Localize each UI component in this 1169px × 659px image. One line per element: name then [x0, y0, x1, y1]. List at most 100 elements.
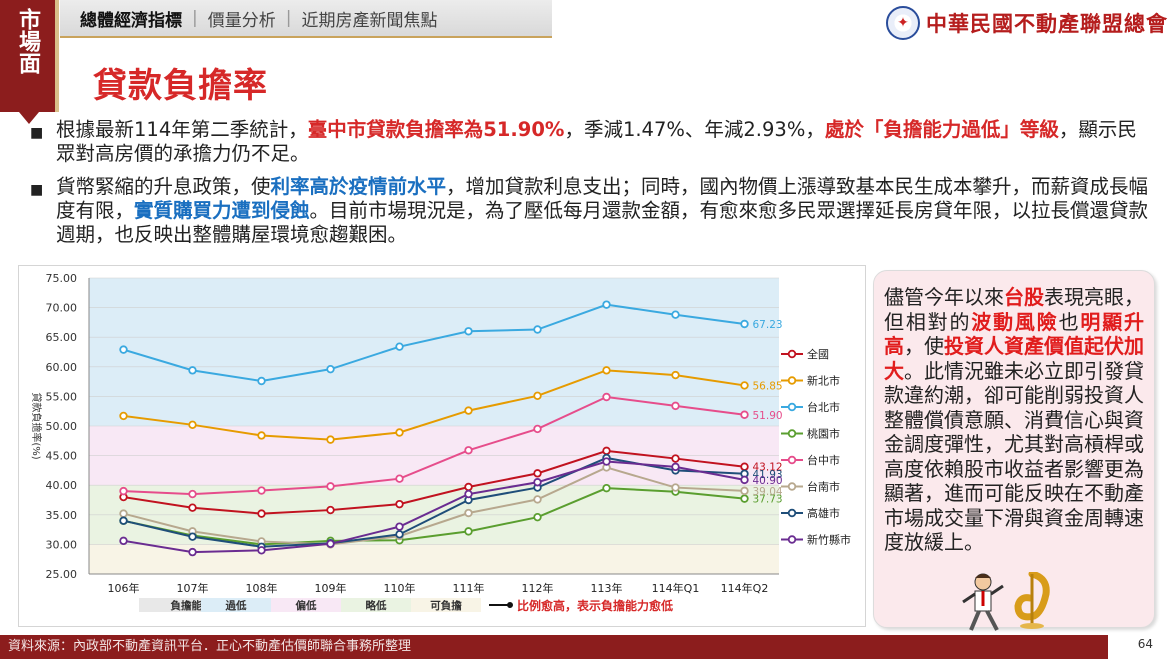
- organization-name: 中華民國不動產聯盟總會: [926, 11, 1168, 36]
- x-tick-label: 109年: [315, 581, 347, 595]
- loan-burden-chart: 25.00 30.00 35.00 40.00 45.00 50.00 55.00 60.00…: [18, 265, 866, 627]
- nav-item-0[interactable]: 總體經濟指標: [80, 10, 182, 31]
- legend-marker: [787, 429, 797, 438]
- data-point: [602, 457, 611, 466]
- data-point: [533, 469, 542, 478]
- data-point: [671, 454, 680, 463]
- section-tab-arrow: [19, 112, 39, 124]
- data-point: [395, 428, 404, 437]
- bullet-segment: ，增加貸款利息支出；同時，國內物價上漲導致基本民生成本攀升，而薪資成長幅度有限，: [56, 175, 1149, 222]
- band-legend-swatch: [201, 598, 271, 612]
- data-point: [533, 325, 542, 334]
- data-point: [326, 435, 335, 444]
- data-point: [119, 536, 128, 546]
- end-value-label: 41.93: [753, 469, 783, 481]
- data-point: [602, 483, 611, 493]
- commentary-segment: 儘管今年以來: [884, 285, 1004, 309]
- bullet-item: ■ 貨幣緊縮的升息政策，使利率高於疫情前水平，增加貸款利息支出；同時，國內物價上漲…: [30, 175, 1152, 247]
- data-point: [188, 503, 197, 512]
- y-tick-label: 25.00: [46, 568, 78, 581]
- x-tick-label: 107年: [177, 581, 209, 595]
- data-point: [740, 319, 749, 329]
- data-point: [188, 547, 197, 557]
- data-point: [533, 424, 542, 434]
- series-line-全國: [123, 449, 745, 515]
- end-value-label: 43.12: [753, 462, 783, 474]
- data-point: [671, 370, 680, 380]
- data-point: [464, 406, 473, 415]
- data-point: [188, 489, 197, 499]
- bullet-segment: 臺中市貸款負擔率為51.90%: [307, 118, 565, 141]
- data-point: [326, 364, 335, 374]
- x-tick-label: 110年: [384, 581, 416, 595]
- commentary-segment: 台股: [1004, 285, 1044, 309]
- series-line-台南市: [123, 466, 745, 546]
- bullet-item: ■ 根據最新114年第二季統計，臺中市貸款負擔率為51.90%，季減1.47%、年…: [30, 118, 1152, 166]
- legend-marker: [787, 349, 797, 359]
- legend-label: 台中市: [807, 453, 840, 467]
- y-tick-label: 30.00: [46, 538, 78, 551]
- note-arrow-dot: [507, 602, 513, 608]
- nav-item-2[interactable]: 近期房產新聞焦點: [301, 10, 438, 31]
- nav-separator: |: [285, 8, 292, 28]
- band-legend-swatch: [271, 598, 341, 612]
- data-point: [740, 410, 749, 419]
- nav-item-1[interactable]: 價量分析: [207, 10, 276, 31]
- data-point: [119, 509, 128, 518]
- data-point: [671, 462, 680, 472]
- legend-marker: [787, 402, 797, 412]
- data-point: [464, 489, 473, 499]
- page-number: 64: [1108, 635, 1169, 659]
- legend-label: 新北市: [807, 374, 840, 388]
- data-point: [602, 366, 611, 375]
- bullet-segment: 處於「負擔能力過低」等級: [824, 118, 1059, 141]
- top-navigation: 總體經濟指標 | 價量分析 | 近期房產新聞焦點: [60, 0, 552, 38]
- band-可負擔: [89, 544, 779, 574]
- data-point: [395, 499, 404, 509]
- data-point: [602, 300, 611, 309]
- dollar-coin-illustration-icon: [1014, 572, 1050, 629]
- y-tick-label: 40.00: [46, 479, 78, 492]
- line-chart-svg: 25.00 30.00 35.00 40.00 45.00 50.00 55.00 60.00…: [30, 272, 851, 613]
- bullet-list: ■ 根據最新114年第二季統計，臺中市貸款負擔率為51.90%，季減1.47%、年…: [30, 118, 1152, 256]
- x-tick-label: 108年: [246, 581, 278, 595]
- data-point: [395, 342, 404, 351]
- legend-label: 桃園市: [807, 427, 840, 441]
- data-point: [740, 381, 749, 390]
- bullet-segment: 利率高於疫情前水平: [270, 175, 447, 198]
- organization-logo: ✦ 中華民國不動產聯盟總會: [886, 6, 1168, 40]
- series-line-台中市: [123, 395, 745, 496]
- end-value-label: 56.85: [753, 380, 783, 392]
- y-tick-label: 55.00: [46, 390, 78, 403]
- section-tab-label: 市場面: [15, 8, 40, 74]
- data-point: [671, 483, 680, 492]
- bullet-segment: ，季減1.47%、年減2.93%，: [564, 118, 825, 141]
- y-tick-label: 45.00: [46, 450, 78, 463]
- legend-marker: [787, 376, 797, 385]
- data-point: [533, 495, 542, 504]
- y-tick-label: 60.00: [46, 361, 78, 374]
- data-point: [671, 310, 680, 319]
- bullet-segment: 根據最新114年第二季統計，: [56, 118, 308, 141]
- band-過低: [89, 278, 779, 426]
- legend-label: 台北市: [807, 400, 840, 414]
- chart-note: 比例愈高，表示負擔能力愈低: [517, 598, 673, 613]
- commentary-segment: 。此情況雖未必立即引發貸款違約潮，卻可能削弱投資人整體償債意願、消費信心與資金調…: [884, 358, 1144, 555]
- legend-marker: [787, 455, 797, 465]
- data-point: [188, 420, 197, 430]
- legend-marker: [787, 508, 797, 518]
- data-point: [602, 446, 611, 456]
- data-point: [740, 486, 749, 496]
- series-line-台北市: [123, 303, 745, 383]
- band-legend-label: 可負擔: [430, 599, 462, 612]
- legend-label: 台南市: [807, 480, 840, 494]
- data-point: [257, 509, 266, 518]
- commentary-segment: 也: [1058, 309, 1081, 334]
- band-legend-label: 過低: [225, 599, 247, 612]
- y-tick-label: 65.00: [46, 331, 78, 344]
- band-legend-swatch: [341, 598, 411, 612]
- series-line-桃園市: [123, 487, 745, 546]
- bullet-square-icon: ■: [30, 182, 44, 198]
- nav-separator: |: [192, 8, 198, 28]
- data-point: [188, 366, 197, 375]
